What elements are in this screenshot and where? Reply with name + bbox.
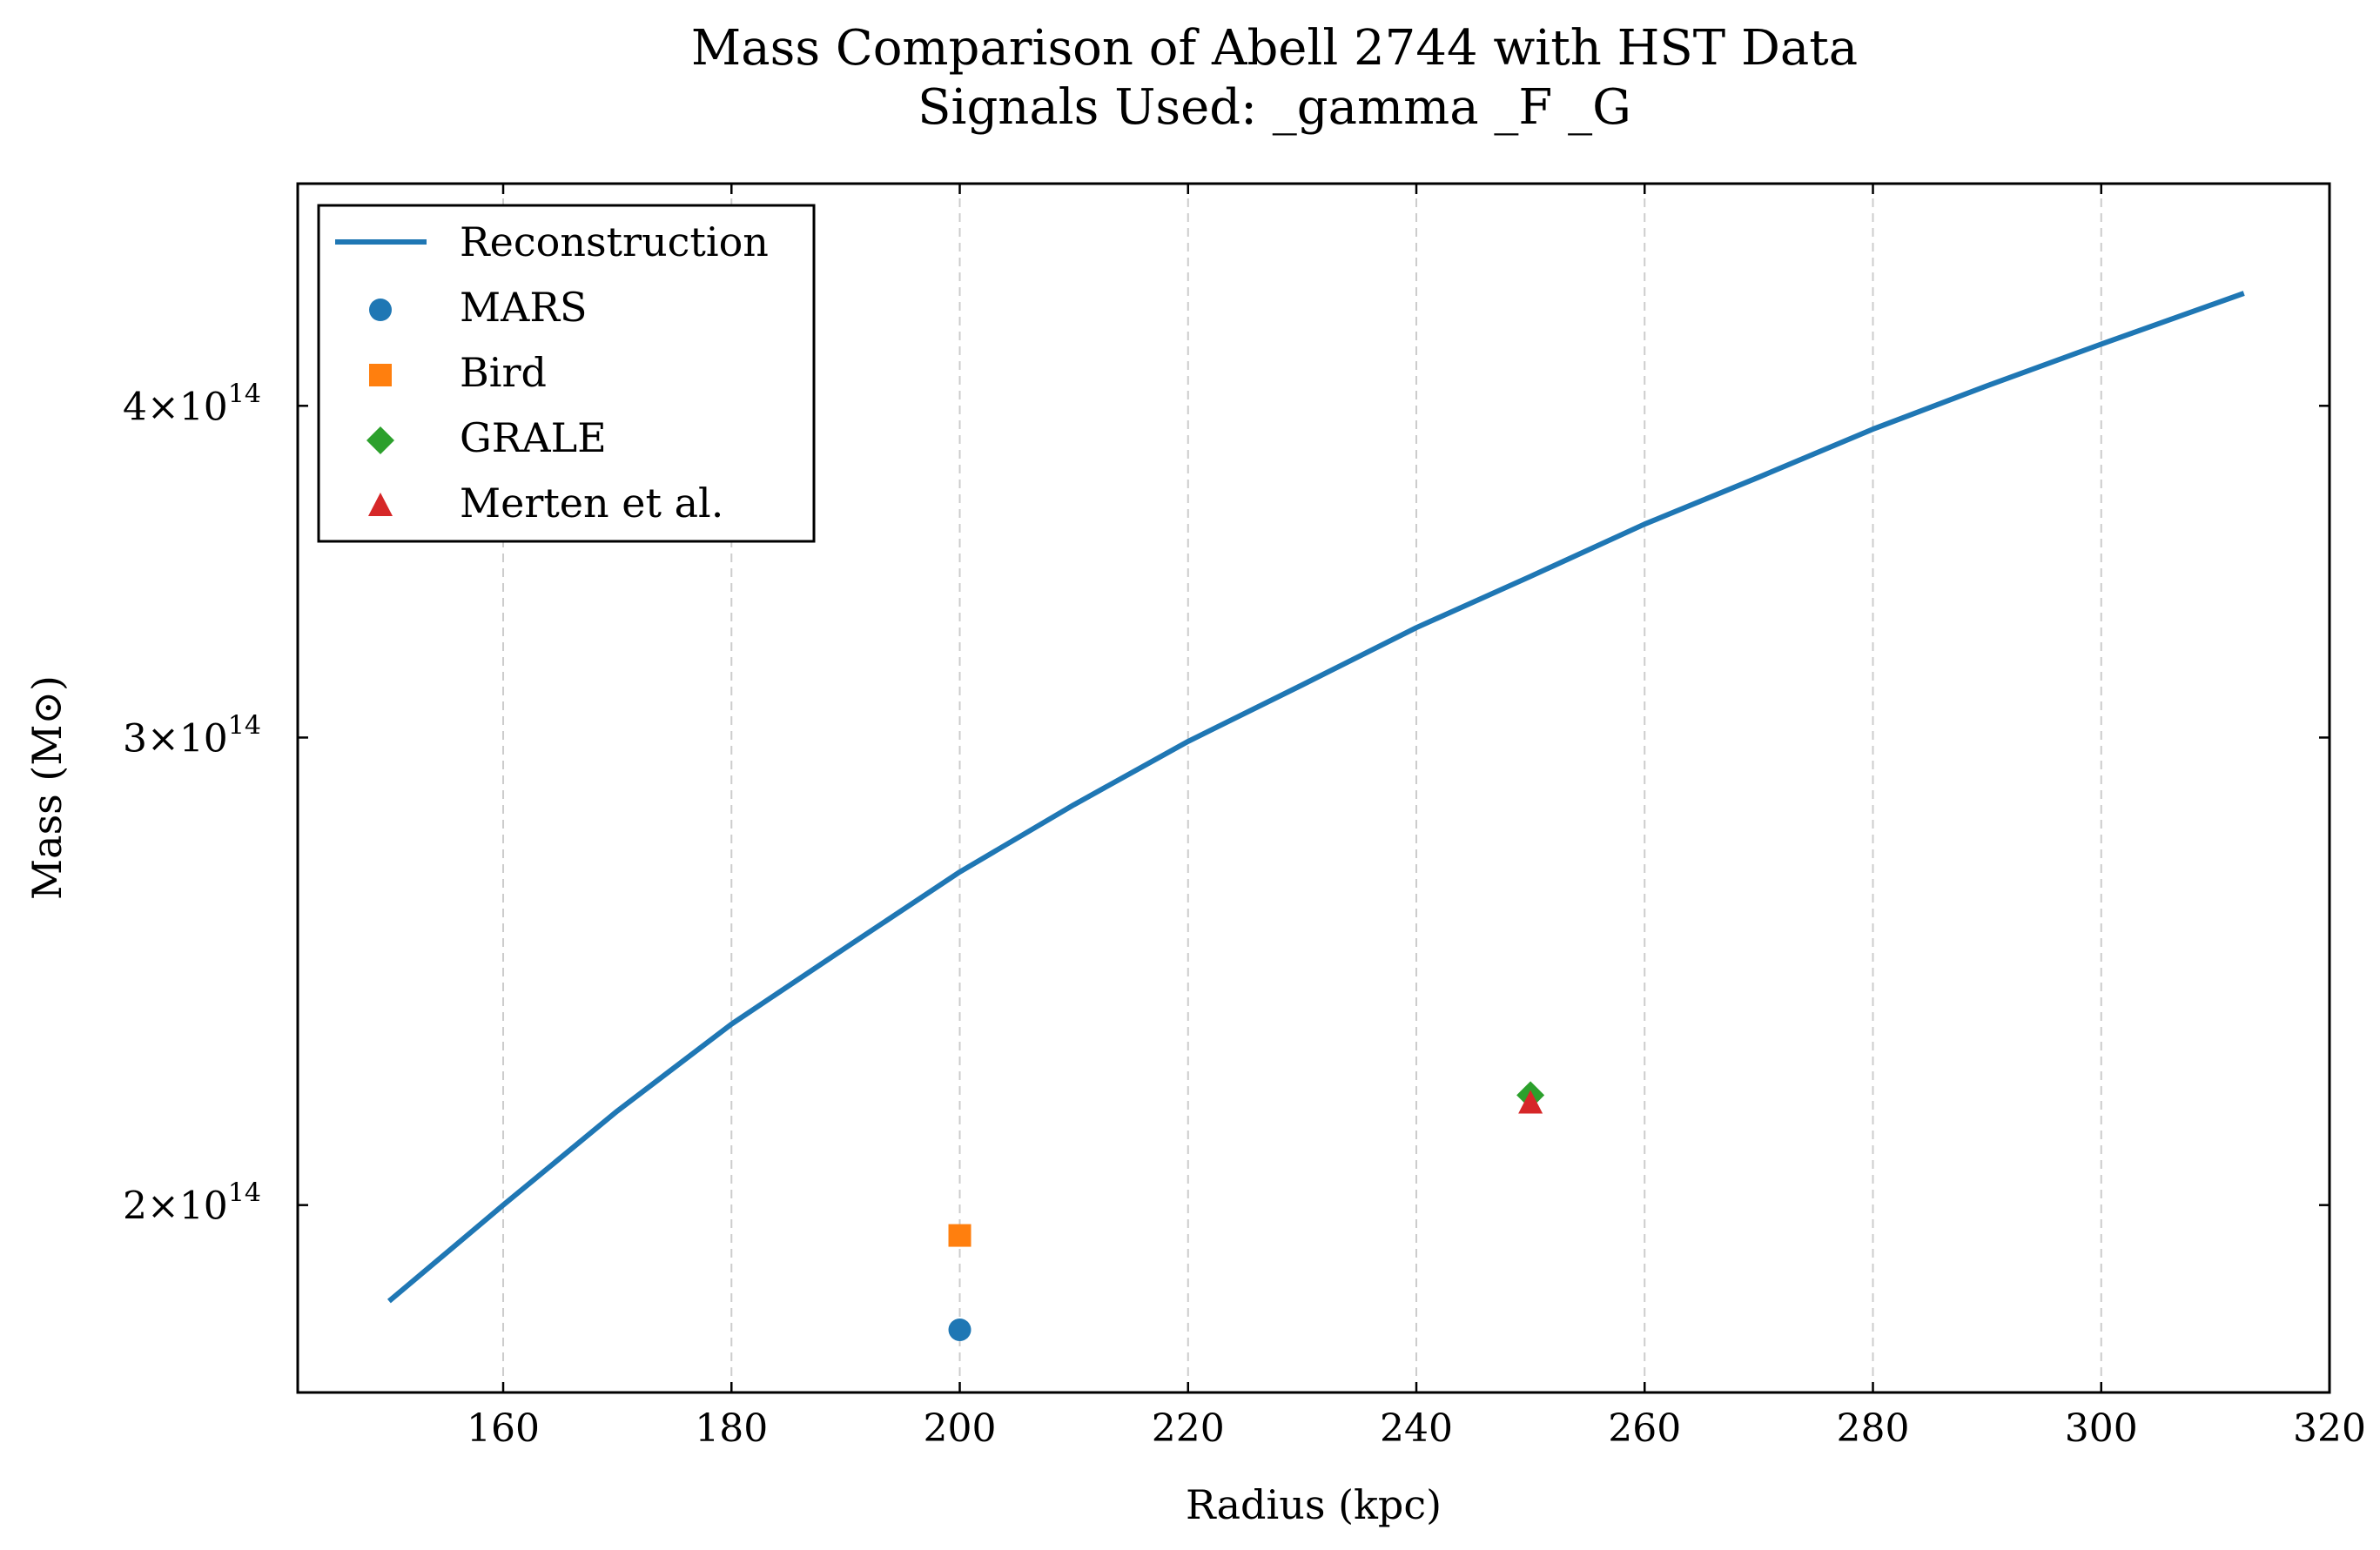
legend-swatch-bird — [369, 364, 392, 386]
chart-subtitle: Signals Used: _gamma _F _G — [918, 79, 1631, 136]
legend: Reconstruction MARS Bird GRALE Merten et al. — [317, 204, 816, 543]
point-merten-et-al — [1518, 1090, 1543, 1114]
legend-box — [317, 204, 816, 543]
y-tick-label: 4×1014 — [123, 379, 261, 429]
x-tick-label: 220 — [1152, 1406, 1225, 1451]
legend-swatch-mars — [369, 299, 392, 321]
legend-swatch-merten-et-al — [368, 493, 393, 516]
legend-label-mars: MARS — [460, 284, 587, 331]
tick-layer: 160 180 200 220 240 260 280 300 320 2×1014 3×1014 4… — [123, 184, 2366, 1451]
x-tick-label: 160 — [467, 1406, 540, 1451]
x-tick-label: 180 — [695, 1406, 768, 1451]
y-axis-label: Mass (M⊙) — [24, 675, 71, 900]
y-tick-label: 3×1014 — [123, 710, 261, 761]
plot-frame — [296, 182, 2331, 1394]
x-tick-label: 240 — [1380, 1406, 1453, 1451]
legend-swatch-grale — [366, 426, 394, 454]
x-tick-label: 200 — [924, 1406, 997, 1451]
x-axis-label: Radius (kpc) — [1186, 1481, 1442, 1528]
legend-label-merten-et-al: Merten et al. — [460, 480, 723, 527]
x-tick-label: 300 — [2065, 1406, 2138, 1451]
series-layer — [387, 291, 2245, 1341]
legend-label-reconstruction: Reconstruction — [460, 218, 769, 265]
series-line-reconstruction — [387, 291, 2245, 1304]
x-tick-label: 280 — [1837, 1406, 1910, 1451]
x-tick-label: 260 — [1608, 1406, 1681, 1451]
legend-label-bird: Bird — [460, 349, 547, 396]
chart-title: Mass Comparison of Abell 2744 with HST D… — [691, 20, 1858, 77]
point-mars — [948, 1318, 971, 1341]
y-tick-label: 2×1014 — [123, 1178, 261, 1229]
point-bird — [948, 1224, 971, 1247]
x-tick-label: 320 — [2293, 1406, 2366, 1451]
legend-label-grale: GRALE — [460, 414, 607, 461]
